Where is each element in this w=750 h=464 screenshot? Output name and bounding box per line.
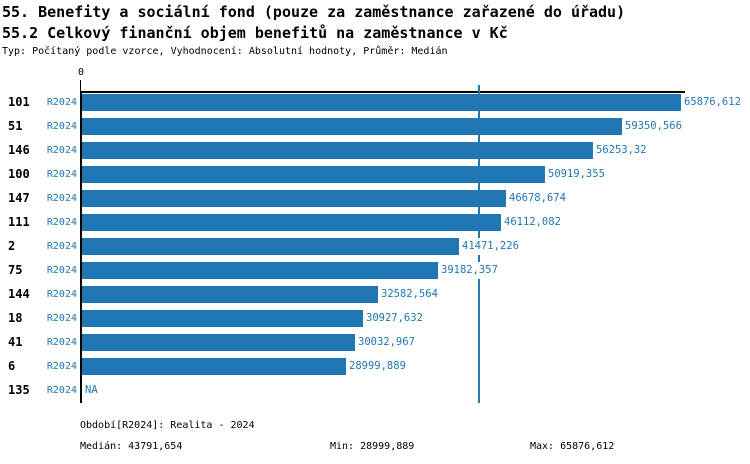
row-category-label: 41 xyxy=(8,335,23,349)
row-category-label: 2 xyxy=(8,239,16,253)
row-category-label: 18 xyxy=(8,311,23,325)
chart-row: 111 R2024 46112,082 xyxy=(0,214,750,231)
bar xyxy=(82,166,545,183)
row-period-label: R2024 xyxy=(46,145,77,156)
row-category-label: 51 xyxy=(8,119,23,133)
chart-row: 41 R2024 30032,967 xyxy=(0,334,750,351)
bar-value-label: 56253,32 xyxy=(595,142,648,159)
row-period-label: R2024 xyxy=(46,337,77,348)
bar xyxy=(82,358,346,375)
row-category-label: 147 xyxy=(8,191,30,205)
row-period-label: R2024 xyxy=(46,361,77,372)
row-period-label: R2024 xyxy=(46,265,77,276)
footer-period-info: Období[R2024]: Realita - 2024 xyxy=(80,420,255,431)
chart-row: 101 R2024 65876,612 xyxy=(0,94,750,111)
chart-row: 100 R2024 50919,355 xyxy=(0,166,750,183)
bar xyxy=(82,238,459,255)
bar-value-label: 50919,355 xyxy=(547,166,606,183)
bar-value-label: 46678,674 xyxy=(508,190,567,207)
chart-subtitle: 55.2 Celkový finanční objem benefitů na … xyxy=(2,24,508,42)
y-axis-line xyxy=(80,91,82,403)
bar xyxy=(82,286,378,303)
x-axis-line xyxy=(81,91,685,93)
row-category-label: 6 xyxy=(8,359,16,373)
chart-row: 18 R2024 30927,632 xyxy=(0,310,750,327)
row-period-label: R2024 xyxy=(46,217,77,228)
chart-row: 147 R2024 46678,674 xyxy=(0,190,750,207)
row-category-label: 146 xyxy=(8,143,30,157)
bar xyxy=(82,214,501,231)
x-axis-zero-tick-label: 0 xyxy=(77,67,85,78)
bar xyxy=(82,118,622,135)
row-period-label: R2024 xyxy=(46,169,77,180)
row-category-label: 144 xyxy=(8,287,30,301)
row-category-label: 100 xyxy=(8,167,30,181)
row-category-label: 135 xyxy=(8,383,30,397)
footer-max: Max: 65876,612 xyxy=(530,441,615,452)
footer-median: Medián: 43791,654 xyxy=(80,441,183,452)
footer-min: Min: 28999,889 xyxy=(330,441,415,452)
chart-row: 144 R2024 32582,564 xyxy=(0,286,750,303)
chart-meta-info: Typ: Počítaný podle vzorce, Vyhodnocení:… xyxy=(2,46,448,57)
chart-row: 135 R2024 NA xyxy=(0,382,750,399)
bar-value-label: 65876,612 xyxy=(683,94,742,111)
bar-value-label: 39182,357 xyxy=(440,262,499,279)
bar xyxy=(82,310,363,327)
chart-row: 2 R2024 41471,226 xyxy=(0,238,750,255)
row-period-label: R2024 xyxy=(46,193,77,204)
bar-value-label: 28999,889 xyxy=(348,358,407,375)
bar xyxy=(82,190,506,207)
row-category-label: 101 xyxy=(8,95,30,109)
bar-value-label: 30927,632 xyxy=(365,310,424,327)
row-category-label: 111 xyxy=(8,215,30,229)
chart-row: 75 R2024 39182,357 xyxy=(0,262,750,279)
row-period-label: R2024 xyxy=(46,241,77,252)
row-period-label: R2024 xyxy=(46,385,77,396)
bar xyxy=(82,334,355,351)
bar xyxy=(82,94,681,111)
chart-row: 6 R2024 28999,889 xyxy=(0,358,750,375)
chart-row: 146 R2024 56253,32 xyxy=(0,142,750,159)
row-period-label: R2024 xyxy=(46,121,77,132)
bar xyxy=(82,142,593,159)
bar xyxy=(82,262,438,279)
bar-value-label: NA xyxy=(84,382,99,399)
row-category-label: 75 xyxy=(8,263,23,277)
bar-value-label: 41471,226 xyxy=(461,238,520,255)
bar-value-label: 59350,566 xyxy=(624,118,683,135)
x-axis-zero-tick xyxy=(80,80,81,92)
row-period-label: R2024 xyxy=(46,97,77,108)
bar-value-label: 30032,967 xyxy=(357,334,416,351)
row-period-label: R2024 xyxy=(46,313,77,324)
chart-title: 55. Benefity a sociální fond (pouze za z… xyxy=(2,3,626,21)
row-period-label: R2024 xyxy=(46,289,77,300)
bar-value-label: 46112,082 xyxy=(503,214,562,231)
bar-value-label: 32582,564 xyxy=(380,286,439,303)
chart-row: 51 R2024 59350,566 xyxy=(0,118,750,135)
